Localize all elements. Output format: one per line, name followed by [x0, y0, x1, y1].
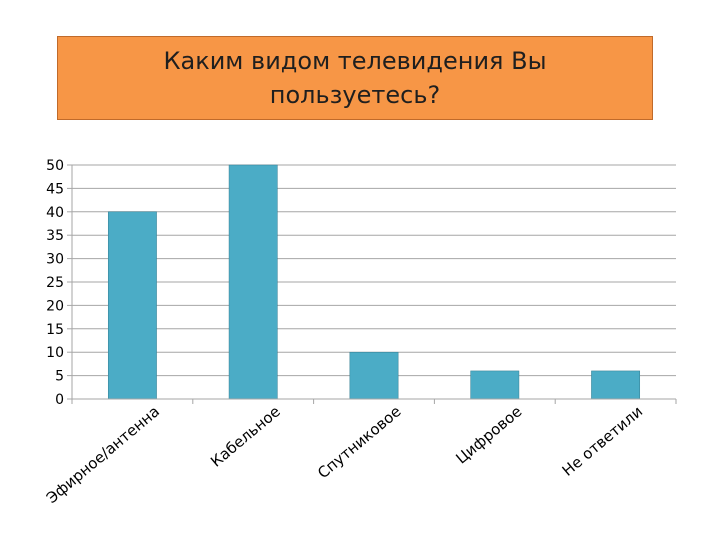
- bar-4: [591, 370, 641, 400]
- y-tick-label: 20: [46, 298, 64, 314]
- y-tick-label: 40: [46, 205, 64, 221]
- axes: [67, 164, 677, 404]
- y-tick-label: 35: [46, 228, 64, 244]
- x-category-label: Кабельное: [207, 402, 284, 470]
- chart-title: Каким видом телевидения Вы пользуетесь?: [163, 47, 547, 109]
- y-tick-label: 10: [46, 345, 64, 361]
- x-category-label: Эфирное/антенна: [43, 402, 163, 507]
- bar-0: [107, 211, 157, 400]
- chart-title-box: Каким видом телевидения Вы пользуетесь?: [57, 36, 653, 120]
- x-category-label: Цифровое: [452, 402, 525, 467]
- y-tick-label: 5: [55, 369, 64, 385]
- bar-1: [228, 164, 278, 400]
- x-category-label: Не ответили: [559, 402, 646, 479]
- y-tick-label: 15: [46, 322, 64, 338]
- y-tick-label: 30: [46, 252, 64, 268]
- y-tick-label: 45: [46, 181, 64, 197]
- y-tick-label: 25: [46, 275, 64, 291]
- x-category-label: Спутниковое: [314, 402, 404, 482]
- y-tick-label: 50: [46, 158, 64, 174]
- bar-2: [349, 351, 399, 400]
- bar-3: [470, 370, 520, 400]
- y-tick-label: 0: [55, 392, 64, 408]
